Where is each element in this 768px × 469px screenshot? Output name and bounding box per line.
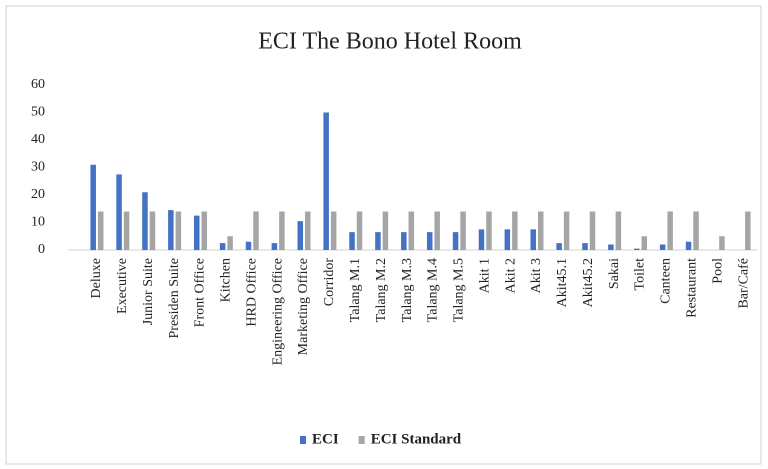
legend-swatch bbox=[300, 436, 306, 444]
x-tick-label: Presiden Suite bbox=[167, 258, 182, 339]
x-tick-label: Talang M.4 bbox=[426, 258, 441, 322]
bar bbox=[149, 211, 156, 250]
bar bbox=[615, 211, 622, 250]
bar bbox=[297, 221, 304, 250]
x-tick-label: HRD Office bbox=[244, 258, 259, 327]
x-tick-label: Toilet bbox=[633, 258, 648, 291]
bar bbox=[271, 243, 278, 250]
y-tick-label: 0 bbox=[38, 242, 45, 257]
bar bbox=[330, 211, 337, 250]
x-tick-label: Front Office bbox=[193, 258, 208, 327]
x-tick-label: Bar/Café bbox=[736, 258, 751, 309]
y-tick-label: 50 bbox=[31, 105, 45, 120]
legend-label: ECI Standard bbox=[371, 431, 462, 447]
x-tick-label: Deluxe bbox=[89, 258, 104, 298]
bar bbox=[478, 229, 485, 250]
bar bbox=[175, 211, 182, 250]
bar bbox=[227, 236, 233, 250]
legend-label: ECI bbox=[312, 431, 339, 447]
x-tick-label: Akit 2 bbox=[503, 258, 518, 293]
bar bbox=[486, 211, 492, 250]
bar bbox=[460, 211, 466, 250]
bar bbox=[245, 241, 252, 250]
bar bbox=[356, 211, 363, 250]
bar bbox=[375, 232, 381, 250]
bar bbox=[382, 211, 389, 250]
bar bbox=[641, 236, 648, 250]
y-tick-label: 40 bbox=[31, 132, 45, 147]
bar bbox=[97, 211, 104, 250]
bar bbox=[685, 241, 692, 250]
bar bbox=[512, 211, 518, 250]
bar bbox=[667, 211, 673, 250]
x-tick-label: Talang M.5 bbox=[452, 258, 467, 322]
bar bbox=[634, 248, 640, 250]
bar bbox=[142, 192, 148, 250]
x-tick-label: Talang M.1 bbox=[348, 258, 363, 322]
x-tick-label: Talang M.2 bbox=[374, 258, 389, 322]
x-tick-label: Kitchen bbox=[219, 258, 234, 302]
y-tick-label: 20 bbox=[31, 187, 45, 202]
bar bbox=[193, 215, 200, 250]
bar bbox=[589, 211, 596, 250]
bar bbox=[408, 211, 415, 250]
bar bbox=[452, 232, 459, 250]
legend-swatch bbox=[358, 436, 365, 444]
bar bbox=[349, 232, 355, 250]
x-tick-label: Akit 1 bbox=[477, 258, 492, 293]
bar bbox=[556, 243, 562, 250]
y-tick-label: 60 bbox=[31, 77, 45, 92]
bar bbox=[537, 211, 544, 250]
x-tick-label: Junior Suite bbox=[141, 258, 156, 325]
bar bbox=[90, 164, 96, 250]
x-tick-label: Canteen bbox=[659, 258, 674, 304]
x-tick-label: Marketing Office bbox=[296, 258, 311, 355]
x-tick-label: Executive bbox=[115, 258, 130, 314]
x-tick-label: Akit45.1 bbox=[555, 258, 570, 307]
bar bbox=[608, 244, 614, 250]
bar bbox=[123, 211, 130, 250]
x-tick-label: Pool bbox=[710, 258, 725, 284]
bar bbox=[504, 229, 511, 250]
x-tick-label: Restaurant bbox=[685, 258, 700, 318]
x-tick-label: Akit 3 bbox=[529, 258, 544, 293]
x-tick-label: Corridor bbox=[322, 258, 337, 307]
x-tick-label: Sakai bbox=[607, 258, 622, 289]
bar bbox=[745, 211, 751, 250]
bar bbox=[201, 211, 207, 250]
x-tick-label: Engineering Office bbox=[270, 258, 285, 365]
bar bbox=[219, 243, 226, 250]
bar bbox=[401, 232, 407, 250]
y-tick-label: 10 bbox=[31, 215, 45, 230]
bar bbox=[693, 211, 699, 250]
bar bbox=[279, 211, 285, 250]
bar bbox=[530, 229, 536, 250]
x-tick-label: Talang M.3 bbox=[400, 258, 415, 322]
bar bbox=[659, 244, 666, 250]
bar bbox=[563, 211, 570, 250]
bar bbox=[426, 232, 433, 250]
bar bbox=[582, 243, 588, 250]
bar bbox=[434, 211, 440, 250]
chart-title: ECI The Bono Hotel Room bbox=[258, 29, 522, 55]
bar bbox=[168, 210, 174, 250]
bar bbox=[253, 211, 259, 250]
bar bbox=[305, 211, 311, 250]
x-tick-label: Akit45.2 bbox=[581, 258, 596, 307]
bar bbox=[323, 112, 329, 250]
bar bbox=[719, 236, 725, 250]
bar bbox=[116, 174, 122, 250]
y-tick-label: 30 bbox=[31, 160, 45, 175]
